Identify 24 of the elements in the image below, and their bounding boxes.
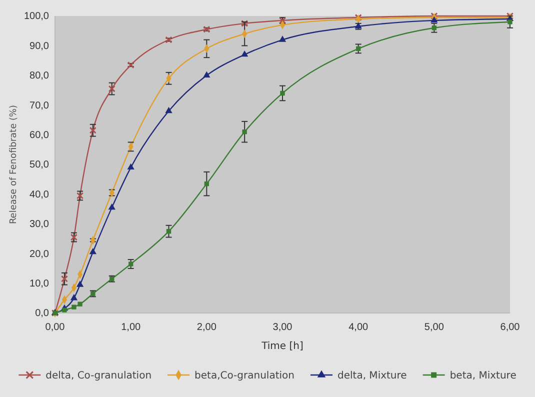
legend-label: beta, Mixture	[450, 370, 516, 382]
x-tick-label: 2,00	[196, 322, 217, 334]
legend-label: beta,Co-granulation	[194, 370, 294, 382]
x-tick-label: 0,00	[45, 322, 66, 334]
x-axis-title: Time [h]	[260, 341, 304, 352]
x-tick-label: 5,00	[424, 322, 444, 334]
legend-label: delta, Mixture	[338, 370, 407, 382]
x-tick-label: 1,00	[121, 322, 141, 334]
y-tick-label: 10,0	[30, 278, 50, 290]
y-tick-label: 70,0	[30, 100, 50, 112]
y-tick-label: 60,0	[30, 130, 50, 141]
y-tick-label: 100,0	[24, 11, 50, 22]
y-tick-label: 30,0	[30, 219, 50, 230]
y-tick-label: 80,0	[30, 70, 50, 82]
y-tick-label: 20,0	[30, 248, 50, 260]
x-tick-label: 4,00	[348, 322, 368, 334]
x-tick-label: 3,00	[272, 322, 293, 334]
y-tick-label: 0,0	[35, 308, 50, 320]
legend-label: delta, Co-granulation	[46, 370, 152, 382]
y-tick-label: 50,0	[30, 160, 50, 171]
y-tick-label: 90,0	[30, 40, 50, 52]
x-tick-label: 6,00	[500, 322, 520, 334]
y-tick-label: 40,0	[30, 189, 50, 200]
y-axis-title: Release of Fenofibrate (%)	[9, 104, 19, 224]
